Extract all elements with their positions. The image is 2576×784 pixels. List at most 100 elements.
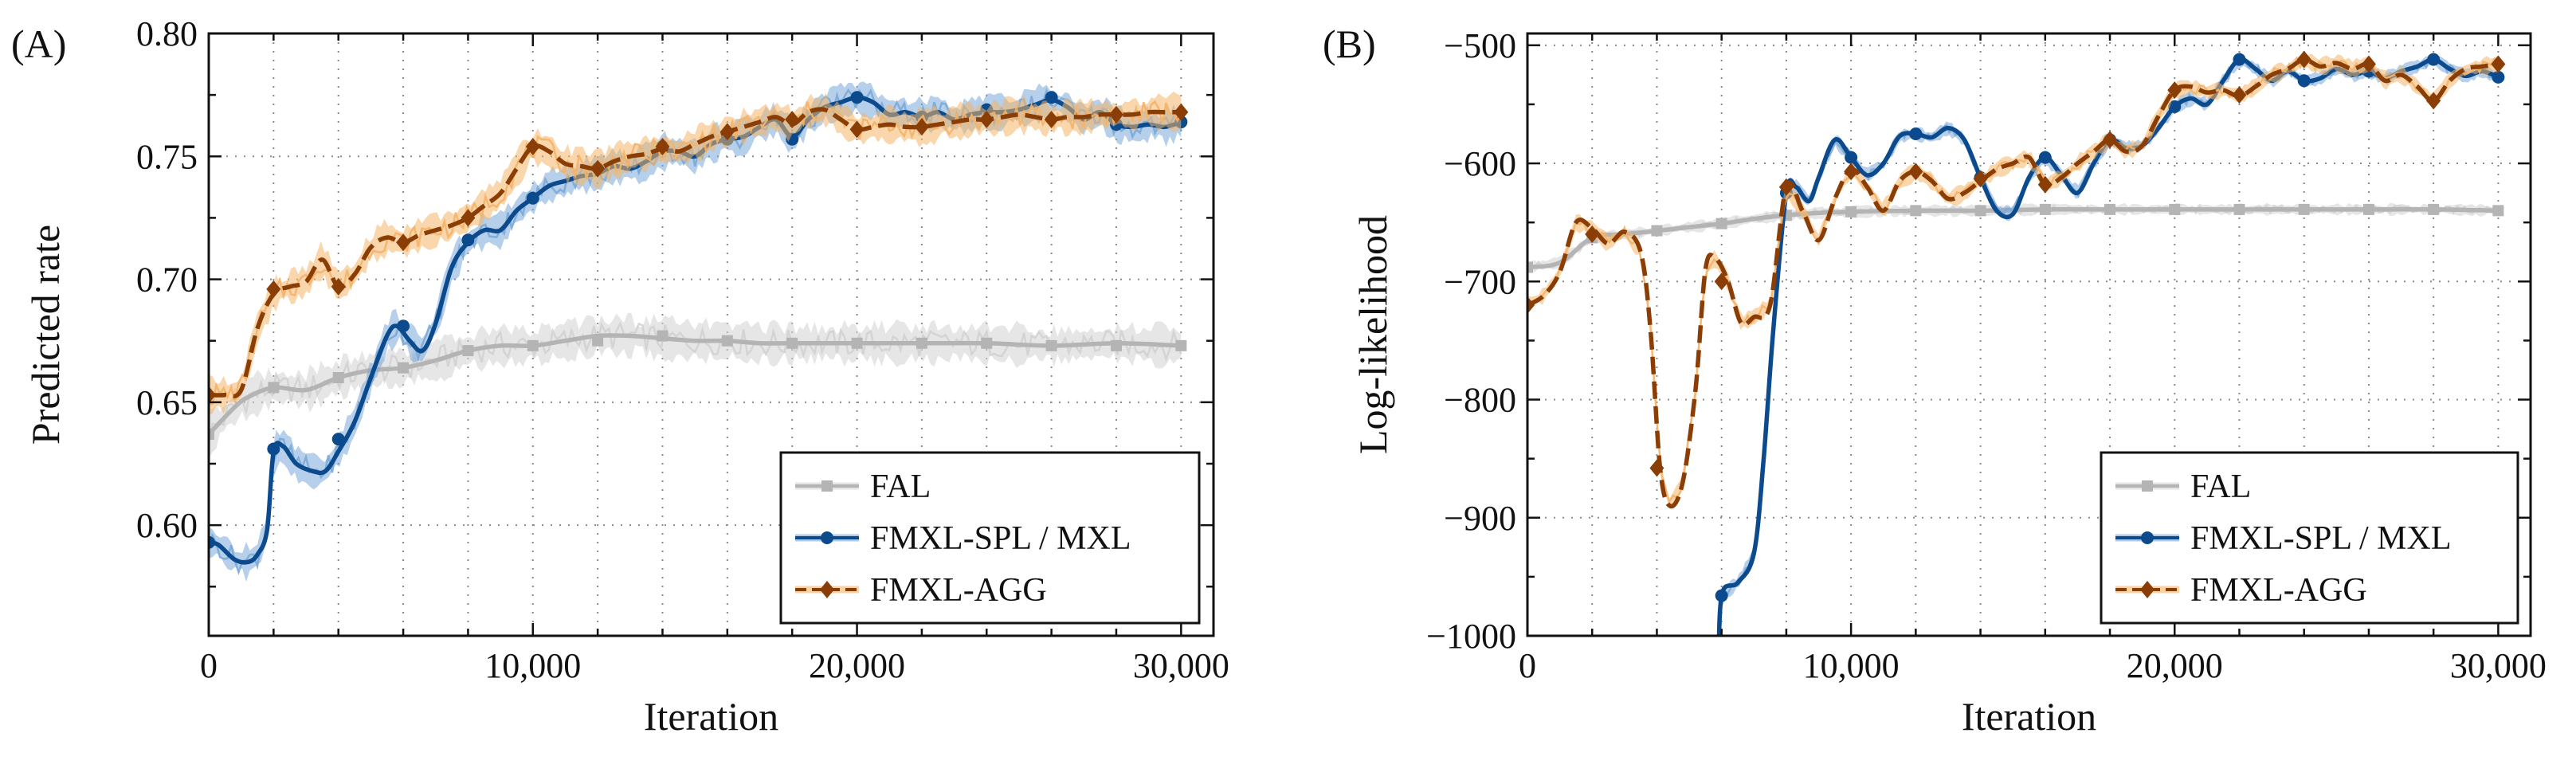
data-point-marker [2492,70,2505,84]
legend-label: FMXL-SPL / MXL [2190,520,2452,557]
data-point-marker [2233,53,2246,66]
y-axis-title: Log-likelihood [1351,215,1395,454]
y-tick-label: −1000 [1426,617,1516,656]
data-point-marker [266,280,281,298]
data-point-marker [1649,459,1664,477]
x-axis-title: Iteration [644,694,778,739]
legend-entry: FAL [795,468,931,505]
series-band [209,312,1182,459]
data-point-marker [209,428,214,440]
data-point-marker [525,137,540,155]
ticks [1526,33,2531,637]
y-tick-label: 0.75 [136,137,198,176]
data-point-marker [2169,203,2181,215]
y-tick-label: −700 [1444,262,1516,301]
panel-label: (A) [11,22,66,66]
x-tick-label: 20,000 [809,646,905,685]
data-point-marker [657,330,669,342]
data-point-marker [1908,163,1923,181]
legend-entry: FAL [2115,468,2251,505]
data-point-marker [2232,86,2247,104]
series-noise-line [1527,56,2500,504]
data-point-marker [2298,203,2310,215]
data-point-marker [1045,91,1058,104]
legend-label: FMXL-AGG [2190,572,2367,609]
data-point-marker [1845,151,1858,164]
data-point-marker [785,111,800,128]
y-tick-label: 0.60 [136,506,198,545]
data-point-marker [2426,92,2441,110]
data-point-marker [2297,74,2311,88]
data-point-marker [331,433,345,446]
legend: FAL FMXL-SPL / MXL FMXL-AGG [779,451,1201,625]
data-point-marker [2296,50,2311,69]
data-point-marker [786,337,798,349]
data-point-marker [1909,127,1923,140]
x-tick-label: 10,000 [1803,646,1900,685]
legend-marker [2141,531,2154,544]
data-point-marker [2428,203,2440,215]
y-tick-label: 0.80 [136,14,198,53]
data-point-marker [2492,205,2504,217]
series-line [209,107,1182,399]
data-point-marker [849,120,865,139]
series-fal [1527,202,2504,273]
legend-entry: FMXL-AGG [795,572,1047,609]
grid [209,33,1214,636]
data-point-marker [267,442,280,456]
x-tick-label: 30,000 [1133,646,1229,685]
data-point-marker [655,137,670,155]
data-point-marker [981,337,993,349]
data-point-marker [1845,206,1857,218]
panel-a: 0 10,000 20,000 30,000 0.60 0.65 0.70 0.75 0.80 I… [11,14,1229,739]
series-line [1527,57,2499,509]
series-band [1527,202,2499,273]
series-fmxl-agg [209,92,1189,415]
data-point-marker [2427,53,2441,66]
data-point-marker [1715,218,1727,229]
data-point-marker [916,337,927,349]
legend-entry: FMXL-SPL / MXL [2115,520,2452,557]
data-point-marker [1910,205,1922,217]
legend-label: FMXL-SPL / MXL [870,520,1131,557]
plot-area [209,81,1189,582]
data-point-marker [1527,296,1535,314]
data-point-marker [2038,151,2052,164]
data-point-marker [461,233,475,247]
data-point-marker [1110,339,1122,351]
x-tick-label: 0 [1519,646,1536,685]
data-point-marker [2104,203,2116,215]
data-point-marker [2233,203,2245,215]
panel-b: 0 10,000 20,000 30,000 −1000 −900 −800 −700 −600… [1323,22,2547,739]
data-point-marker [268,382,280,394]
data-point-marker [2039,203,2051,215]
axes-frame [1526,32,2532,637]
data-point-marker [590,159,606,178]
x-tick-label: 0 [200,646,218,685]
y-tick-label: 0.70 [136,261,198,300]
data-point-marker [1974,205,1986,217]
legend-marker [2142,480,2153,492]
data-point-marker [1108,105,1123,123]
legend-entry: FMXL-SPL / MXL [795,520,1131,557]
data-point-marker [209,386,216,404]
legend-entry: FMXL-AGG [2115,572,2367,609]
data-point-marker [331,277,346,296]
data-point-marker [2037,175,2053,194]
legend-label: FAL [2190,468,2251,505]
data-point-marker [332,372,344,383]
series-band [1527,51,2499,508]
data-point-marker [2361,55,2376,73]
x-axis-title: Iteration [1962,694,2096,739]
data-point-marker [209,535,215,549]
data-point-marker [1045,339,1057,351]
data-point-marker [1715,589,1728,602]
data-point-marker [2167,81,2182,100]
data-point-marker [979,111,994,128]
legend-marker [820,581,834,598]
data-point-marker [1651,225,1663,237]
data-point-marker [1585,225,1600,243]
data-point-marker [462,345,474,357]
legend-label: FMXL-AGG [870,572,1047,609]
